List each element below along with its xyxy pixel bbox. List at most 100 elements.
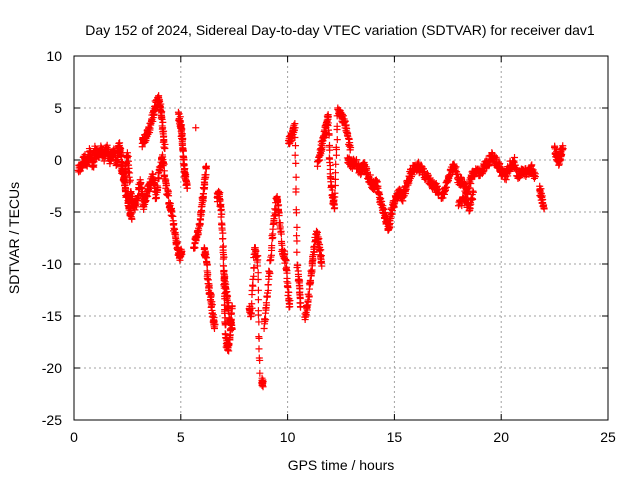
data-point xyxy=(256,369,264,377)
data-point-dense xyxy=(216,189,224,197)
y-tick-label: -10 xyxy=(42,256,62,272)
data-point-dense xyxy=(469,195,477,203)
data-point-dense xyxy=(305,292,313,300)
data-point xyxy=(202,162,210,170)
data-point-dense xyxy=(282,257,290,265)
data-point-dense xyxy=(219,235,227,243)
plot-frame xyxy=(73,55,609,421)
data-point-dense xyxy=(279,246,287,254)
data-point-dense xyxy=(325,143,333,151)
data-point-dense xyxy=(217,203,225,211)
data-point-dense xyxy=(284,288,292,296)
data-point-dense xyxy=(324,126,332,134)
data-point-dense xyxy=(341,118,349,126)
data-point-dense xyxy=(204,269,212,277)
data-point-dense xyxy=(255,345,263,353)
data-point-dense xyxy=(378,197,386,205)
x-axis-title: GPS time / hours xyxy=(288,457,395,473)
x-tick-label: 5 xyxy=(177,429,185,445)
data-point xyxy=(291,124,299,132)
data-point-dense xyxy=(293,237,301,245)
data-point-dense xyxy=(218,210,226,218)
data-point-dense xyxy=(479,167,487,175)
data-point-dense xyxy=(254,296,262,304)
data-point-dense xyxy=(254,269,262,277)
data-point-dense xyxy=(202,250,210,258)
data-point-dense xyxy=(203,261,211,269)
y-tick-label: -25 xyxy=(42,412,62,428)
x-tick-label: 0 xyxy=(70,429,78,445)
data-point-dense xyxy=(261,315,269,323)
data-point-dense xyxy=(168,212,176,220)
data-point-dense xyxy=(163,181,171,189)
data-point-dense xyxy=(307,278,315,286)
data-point-dense xyxy=(331,181,339,189)
chart-title: Day 152 of 2024, Sidereal Day-to-day VTE… xyxy=(85,22,595,38)
data-point-dense xyxy=(123,154,131,162)
data-point xyxy=(286,303,294,311)
data-point-dense xyxy=(157,100,165,108)
data-point-dense xyxy=(195,226,203,234)
data-point-dense xyxy=(204,276,212,284)
data-point-dense xyxy=(293,223,301,231)
data-point-dense xyxy=(262,299,270,307)
data-point-dense xyxy=(269,230,277,238)
data-point-dense xyxy=(132,203,140,211)
data-point-dense xyxy=(333,122,341,130)
data-point-dense xyxy=(160,160,168,168)
data-point-dense xyxy=(152,194,160,202)
data-point-dense xyxy=(317,246,325,254)
data-point-dense xyxy=(265,275,273,283)
data-point xyxy=(259,383,267,391)
data-point-dense xyxy=(268,244,276,252)
data-point-dense xyxy=(208,301,216,309)
x-tick-label: 10 xyxy=(280,429,296,445)
data-point-dense xyxy=(255,318,263,326)
data-point-dense xyxy=(255,334,263,342)
data-points xyxy=(74,92,567,391)
data-point-dense xyxy=(331,189,339,197)
data-point-dense xyxy=(325,131,333,139)
axis-ticks: 0 5 10 15 20 25 -25 -20 -15 -10 -5 0 5 10 xyxy=(42,48,616,445)
data-point-dense xyxy=(122,185,130,193)
data-point xyxy=(347,144,355,152)
data-point xyxy=(211,320,219,328)
data-point-dense xyxy=(202,171,210,179)
data-point xyxy=(183,184,191,192)
data-point-dense xyxy=(207,292,215,300)
data-point-dense xyxy=(220,267,228,275)
data-point-dense xyxy=(293,248,301,256)
data-point-dense xyxy=(327,182,335,190)
data-point-dense xyxy=(248,300,256,308)
y-tick-label: -5 xyxy=(50,204,63,220)
data-point xyxy=(324,112,332,120)
data-point-dense xyxy=(124,168,132,176)
data-point-dense xyxy=(134,193,142,201)
data-point-dense xyxy=(281,250,289,258)
data-point-dense xyxy=(218,224,226,232)
data-point-dense xyxy=(201,175,209,183)
data-point-dense xyxy=(250,264,258,272)
data-point-dense xyxy=(265,268,273,276)
data-point-dense xyxy=(254,311,262,319)
data-point-dense xyxy=(174,108,182,116)
data-point-dense xyxy=(137,183,145,191)
data-point-dense xyxy=(332,143,340,151)
data-point-dense xyxy=(326,155,334,163)
data-point xyxy=(331,204,339,212)
y-tick-label: 10 xyxy=(46,48,62,64)
data-point-dense xyxy=(511,153,519,161)
data-point-dense xyxy=(292,173,300,181)
data-point xyxy=(192,124,200,132)
data-point-dense xyxy=(278,237,286,245)
x-tick-label: 25 xyxy=(600,429,616,445)
data-point-dense xyxy=(225,340,233,348)
data-point-dense xyxy=(291,134,299,142)
data-point-dense xyxy=(254,262,262,270)
data-point xyxy=(531,173,539,181)
data-point-dense xyxy=(176,256,184,264)
data-point-dense xyxy=(254,286,262,294)
data-point-dense xyxy=(165,192,173,200)
data-point-dense xyxy=(126,176,134,184)
